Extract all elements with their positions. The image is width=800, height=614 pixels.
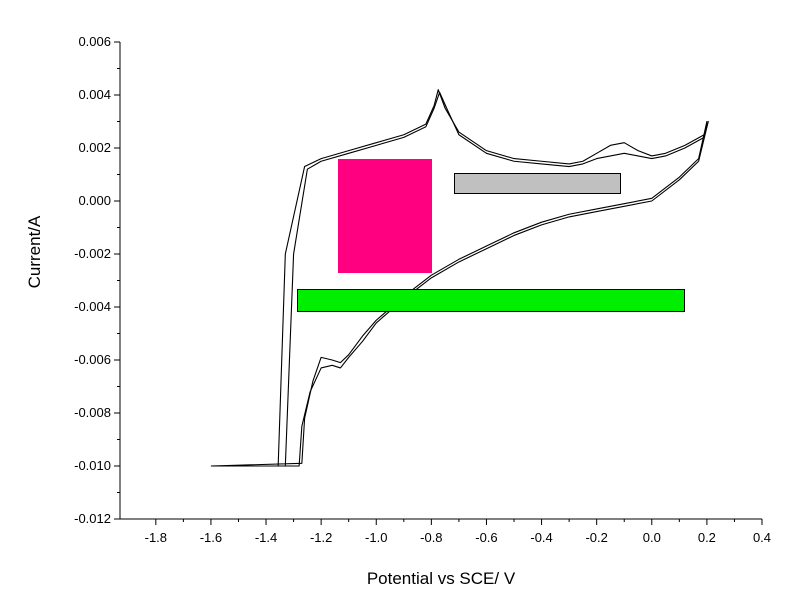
overlay-boxes [297, 159, 685, 312]
gray-overlay-box [454, 173, 621, 194]
y-tick-label: 0.004 [78, 87, 111, 102]
x-tick-label: 0.0 [643, 530, 661, 545]
y-tick-label: -0.006 [74, 352, 111, 367]
y-tick-label: 0.000 [78, 193, 111, 208]
x-tick-label: -1.6 [200, 530, 222, 545]
x-tick-label: -0.4 [530, 530, 552, 545]
cv-trace-1 [210, 89, 709, 467]
x-tick-label: -1.8 [145, 530, 167, 545]
y-tick-label: -0.012 [74, 511, 111, 526]
y-tick-label: -0.008 [74, 405, 111, 420]
x-tick-label: -1.4 [255, 530, 277, 545]
y-axis-title: Current/A [25, 215, 44, 288]
y-tick-label: -0.004 [74, 299, 111, 314]
x-tick-label: 0.4 [753, 530, 771, 545]
y-tick-label: 0.006 [78, 34, 111, 49]
magenta-overlay-box [338, 159, 432, 273]
x-tick-label: -1.0 [365, 530, 387, 545]
green-overlay-box [297, 289, 685, 312]
y-tick-label: 0.002 [78, 140, 111, 155]
x-tick-label: -0.6 [475, 530, 497, 545]
x-tick-label: -0.2 [585, 530, 607, 545]
x-axis-title: Potential vs SCE/ V [367, 569, 516, 588]
plot-layer [210, 89, 709, 467]
y-tick-label: -0.010 [74, 458, 111, 473]
cv-trace-2 [210, 91, 708, 467]
axes: -1.8 -1.6 -1.4 -1.2 -1.0 -0.8 -0.6 -0.4 -0.2 0.0 0… [74, 34, 771, 545]
x-tick-label: -0.8 [420, 530, 442, 545]
x-tick-label: -1.2 [310, 530, 332, 545]
x-tick-label: 0.2 [698, 530, 716, 545]
y-tick-label: -0.002 [74, 246, 111, 261]
